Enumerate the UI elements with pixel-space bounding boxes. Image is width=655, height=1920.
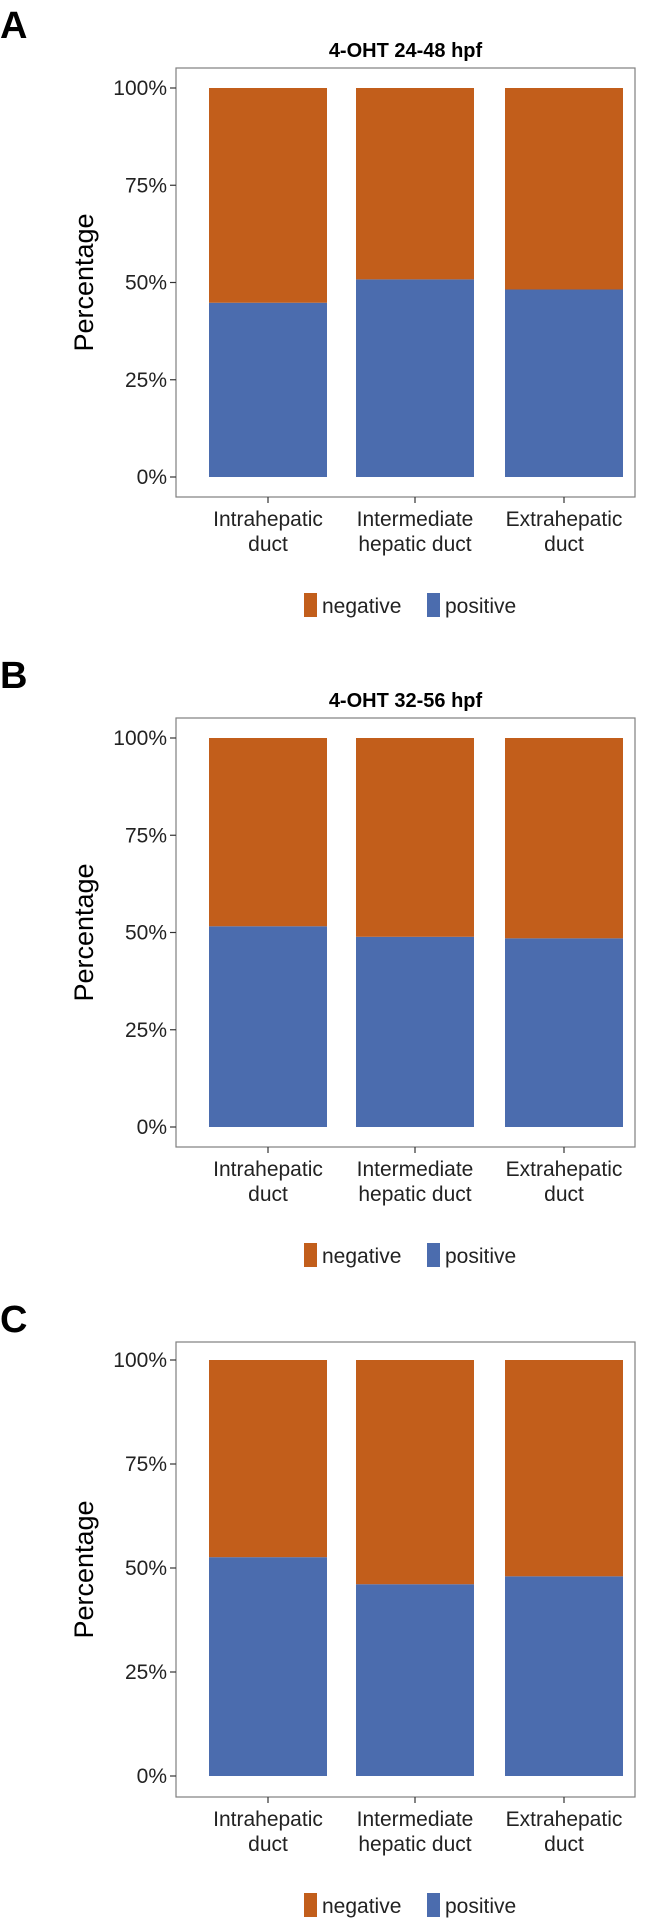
y-tick-label: 25% — [125, 1019, 167, 1042]
bar-negative — [356, 1360, 474, 1585]
y-tick-label: 0% — [137, 466, 167, 489]
bar-negative — [356, 88, 474, 280]
y-tick-label: 25% — [125, 1661, 167, 1684]
panel-letter: A — [0, 5, 27, 47]
panel-letter: B — [0, 655, 27, 697]
y-tick-label: 50% — [125, 922, 167, 945]
bar-positive — [209, 1557, 327, 1776]
panel-letter: C — [0, 1299, 27, 1341]
legend-swatch-negative — [304, 593, 317, 617]
bar-negative — [505, 88, 623, 290]
x-tick-label: Intrahepatic duct — [213, 1158, 323, 1206]
chart-title: 4-OHT 32-56 hpf — [329, 690, 483, 712]
y-tick-label: 0% — [137, 1116, 167, 1139]
y-axis-label: Percentage — [69, 1500, 99, 1638]
x-tick-label: Intermediate hepatic duct — [357, 1808, 474, 1856]
y-tick-label: 50% — [125, 272, 167, 295]
y-tick-label: 75% — [125, 1453, 167, 1476]
x-tick-label: Extrahepatic duct — [506, 1158, 623, 1206]
bar-negative — [505, 738, 623, 939]
bar-positive — [505, 289, 623, 477]
x-tick-label: Intermediate hepatic duct — [357, 1158, 474, 1206]
y-tick-label: 25% — [125, 369, 167, 392]
bar-positive — [505, 938, 623, 1127]
legend-swatch-negative — [304, 1243, 317, 1267]
bar-negative — [209, 88, 327, 303]
chart-panel-a: A 4-OHT 24-48 hpf 0% 25% 50% 75% 100% Percentag… — [0, 5, 636, 618]
y-tick-label: 100% — [113, 1349, 167, 1372]
y-axis-label: Percentage — [69, 863, 99, 1001]
bar-positive — [209, 926, 327, 1127]
legend-label-positive: positive — [445, 595, 516, 618]
x-tick-label: Intrahepatic duct — [213, 508, 323, 556]
legend-swatch-negative — [304, 1893, 317, 1917]
y-tick-label: 100% — [113, 77, 167, 100]
y-tick-label: 75% — [125, 824, 167, 847]
legend-label-negative: negative — [322, 1245, 401, 1268]
bar-positive — [356, 936, 474, 1127]
bar-negative — [505, 1360, 623, 1577]
y-axis-label: Percentage — [69, 213, 99, 351]
bar-negative — [209, 1360, 327, 1558]
bar-positive — [356, 279, 474, 477]
legend-label-negative: negative — [322, 1895, 401, 1918]
legend-swatch-positive — [427, 593, 440, 617]
chart-title: 4-OHT 24-48 hpf — [329, 40, 483, 62]
x-tick-label: Intrahepatic duct — [213, 1808, 323, 1856]
legend-swatch-positive — [427, 1893, 440, 1917]
bar-negative — [356, 738, 474, 937]
y-tick-label: 75% — [125, 174, 167, 197]
legend: negative positive — [304, 1893, 516, 1918]
legend: negative positive — [304, 1243, 516, 1268]
legend-swatch-positive — [427, 1243, 440, 1267]
chart-panel-b: B 4-OHT 32-56 hpf 0% 25% 50% 75% 100% Percentag… — [0, 655, 636, 1268]
chart-panel-c: C 0% 25% 50% 75% 100% Percentage Intrahepatic du… — [0, 1299, 636, 1918]
bar-positive — [209, 302, 327, 477]
legend-label-positive: positive — [445, 1895, 516, 1918]
x-tick-label: Extrahepatic duct — [506, 1808, 623, 1856]
legend-label-positive: positive — [445, 1245, 516, 1268]
legend-label-negative: negative — [322, 595, 401, 618]
legend: negative positive — [304, 593, 516, 618]
x-tick-label: Intermediate hepatic duct — [357, 508, 474, 556]
bar-positive — [505, 1576, 623, 1776]
plot-border — [175, 1341, 636, 1798]
bar-negative — [209, 738, 327, 927]
y-tick-label: 0% — [137, 1765, 167, 1788]
bar-positive — [356, 1584, 474, 1776]
x-tick-label: Extrahepatic duct — [506, 508, 623, 556]
y-tick-label: 50% — [125, 1557, 167, 1580]
y-tick-label: 100% — [113, 727, 167, 750]
